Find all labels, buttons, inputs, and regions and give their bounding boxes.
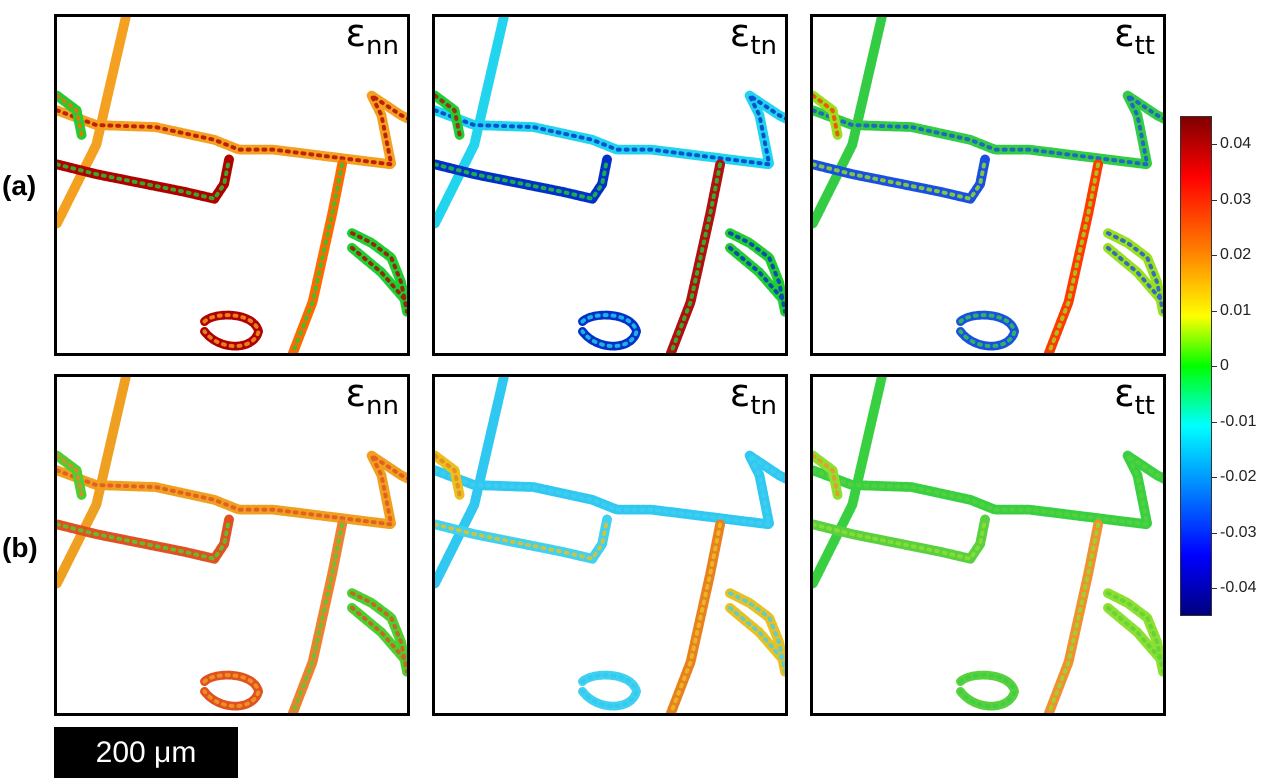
- colorbar-tick-mark: [1212, 255, 1217, 256]
- colorbar-tick-mark: [1212, 366, 1217, 367]
- boundary-texture: [958, 313, 1017, 348]
- colorbar-tick-label: 0.01: [1220, 301, 1252, 319]
- strain-component-label: εtn: [729, 374, 777, 421]
- colorbar-tick-mark: [1212, 532, 1217, 534]
- boundary-texture: [1046, 162, 1101, 353]
- boundary-texture: [57, 157, 232, 201]
- strain-component-label: εtn: [729, 14, 777, 61]
- colorbar-tick-label: -0.02: [1220, 468, 1257, 485]
- boundary-texture: [1105, 231, 1163, 314]
- boundary-texture: [813, 157, 988, 201]
- strain-component-label: εtt: [1114, 374, 1155, 421]
- boundary-texture: [435, 517, 610, 561]
- boundary-texture: [813, 89, 1163, 167]
- boundary-texture: [813, 517, 988, 561]
- strain-map-b-tt: εtt: [810, 374, 1166, 716]
- boundary-segment: [666, 159, 726, 353]
- boundary-texture: [1046, 522, 1101, 713]
- boundary-texture: [435, 93, 462, 137]
- grain-boundary-network: [435, 377, 785, 713]
- boundary-segment: [288, 159, 348, 353]
- boundary-texture: [668, 162, 723, 353]
- boundary-texture: [202, 673, 261, 708]
- boundary-texture: [813, 449, 1163, 527]
- boundary-texture: [290, 162, 345, 353]
- colorbar-tick-label: 0.03: [1220, 190, 1252, 208]
- strain-component-label: εnn: [345, 14, 399, 61]
- strain-map-a-tt: εtt: [810, 14, 1166, 356]
- colorbar-tick-mark: [1212, 421, 1217, 423]
- boundary-texture: [57, 17, 128, 226]
- boundary-texture: [349, 231, 407, 314]
- strain-map-a-nn: εnn: [54, 14, 410, 356]
- colorbar-tick-label: -0.01: [1220, 412, 1257, 430]
- boundary-texture: [813, 17, 884, 226]
- boundary-texture: [1105, 591, 1163, 674]
- grain-boundary-network: [813, 17, 1163, 353]
- boundary-segment: [666, 519, 726, 713]
- boundary-segment: [288, 519, 348, 713]
- grain-boundary-network: [435, 17, 785, 353]
- boundary-segment: [1044, 519, 1104, 713]
- boundary-texture: [435, 89, 785, 167]
- boundary-texture: [580, 313, 639, 348]
- boundary-texture: [57, 449, 407, 527]
- boundary-texture: [202, 313, 261, 348]
- boundary-texture: [958, 673, 1017, 708]
- boundary-texture: [435, 453, 462, 497]
- boundary-texture: [57, 89, 407, 167]
- colorbar-tick-mark: [1212, 310, 1217, 312]
- boundary-texture: [727, 231, 785, 314]
- colorbar-tick-label: 0.02: [1220, 246, 1252, 263]
- grain-boundary-network: [57, 377, 407, 713]
- scale-bar: 200 μm: [54, 727, 238, 778]
- colorbar-tick-label: -0.03: [1220, 523, 1257, 541]
- boundary-texture: [57, 517, 232, 561]
- colorbar-tick-label: 0: [1220, 357, 1229, 374]
- boundary-texture: [813, 453, 840, 497]
- boundary-texture: [290, 522, 345, 713]
- row-label-b: (b): [2, 532, 38, 563]
- boundary-segment: [1044, 159, 1104, 353]
- boundary-texture: [435, 377, 506, 586]
- boundary-texture: [435, 157, 610, 201]
- boundary-texture: [57, 93, 84, 137]
- boundary-texture: [435, 449, 785, 527]
- boundary-texture: [57, 377, 128, 586]
- row-label-a: (a): [2, 170, 37, 201]
- colorbar-tick-mark: [1212, 199, 1217, 201]
- boundary-texture: [727, 591, 785, 674]
- colorbar-tick-label: -0.04: [1220, 579, 1257, 596]
- boundary-texture: [813, 93, 840, 137]
- boundary-texture: [435, 17, 506, 226]
- boundary-texture: [349, 591, 407, 674]
- boundary-texture: [580, 673, 639, 708]
- colorbar-tick-mark: [1212, 144, 1217, 145]
- grain-boundary-network: [57, 17, 407, 353]
- strain-component-label: εtt: [1114, 14, 1155, 61]
- strain-component-label: εnn: [345, 374, 399, 421]
- colorbar-tick-mark: [1212, 477, 1217, 478]
- grain-boundary-network: [813, 377, 1163, 713]
- strain-map-a-tn: εtn: [432, 14, 788, 356]
- colorbar-tick-mark: [1212, 588, 1217, 589]
- colorbar: [1180, 116, 1212, 616]
- boundary-texture: [668, 522, 723, 713]
- boundary-texture: [813, 377, 884, 586]
- strain-map-b-tn: εtn: [432, 374, 788, 716]
- strain-map-b-nn: εnn: [54, 374, 410, 716]
- boundary-texture: [57, 453, 84, 497]
- colorbar-tick-label: 0.04: [1220, 135, 1252, 152]
